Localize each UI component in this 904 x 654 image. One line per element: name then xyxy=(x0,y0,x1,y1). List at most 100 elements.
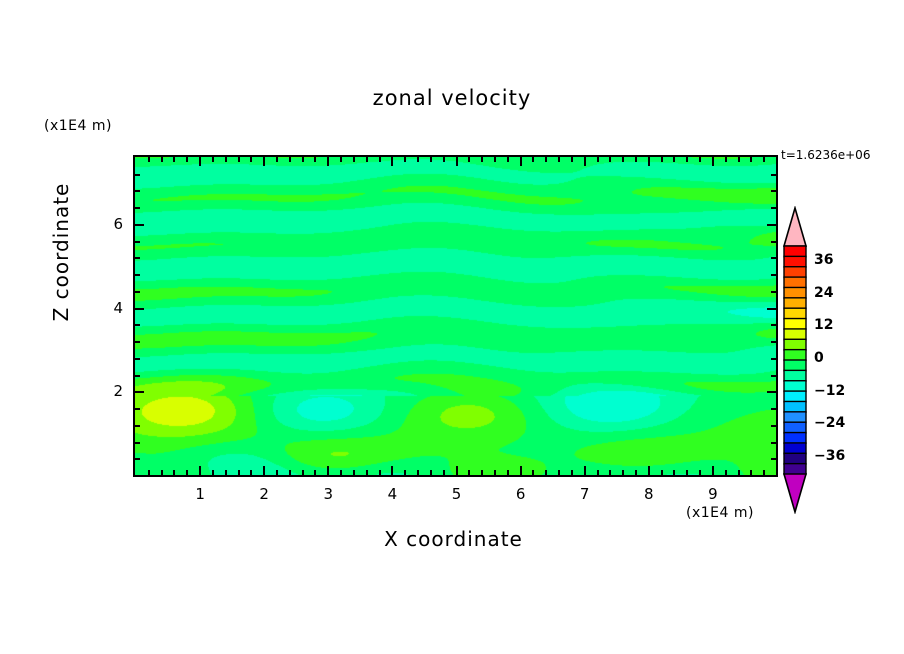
x-minor-tick-top xyxy=(314,157,317,162)
y-minor-tick-right xyxy=(771,357,776,360)
x-minor-tick-top xyxy=(365,157,368,162)
x-minor-tick-top xyxy=(506,157,509,162)
y-minor-tick-right xyxy=(771,458,776,461)
colorbar-segment xyxy=(783,297,807,310)
y-major-tick xyxy=(135,391,144,394)
colorbar-tick-label: −36 xyxy=(814,447,846,464)
y-minor-tick xyxy=(135,341,140,344)
x-minor-tick xyxy=(147,470,150,475)
y-minor-tick xyxy=(135,424,140,427)
x-minor-tick xyxy=(750,470,753,475)
x-tick-label: 3 xyxy=(323,485,334,503)
x-tick-label: 6 xyxy=(515,485,526,503)
x-axis-title: X coordinate xyxy=(384,527,523,551)
x-minor-tick-top xyxy=(545,157,548,162)
x-minor-tick-top xyxy=(763,157,766,162)
colorbar-segment xyxy=(783,380,807,393)
colorbar-segment xyxy=(783,338,807,351)
y-minor-tick xyxy=(135,173,140,176)
x-minor-tick-top xyxy=(378,157,381,162)
colorbar-segment xyxy=(783,317,807,331)
x-tick-label: 1 xyxy=(195,485,205,503)
x-minor-tick xyxy=(634,470,637,475)
x-minor-tick-top xyxy=(173,157,176,162)
x-minor-tick xyxy=(276,470,279,475)
x-major-tick xyxy=(391,466,394,475)
x-tick-label: 8 xyxy=(644,485,654,503)
y-minor-tick-right xyxy=(771,190,776,193)
x-minor-tick xyxy=(288,470,291,475)
x-minor-tick-top xyxy=(429,157,432,162)
contour-field-canvas xyxy=(135,157,776,475)
x-minor-tick-top xyxy=(224,157,227,162)
x-minor-tick xyxy=(609,470,612,475)
y-minor-tick-right xyxy=(771,374,776,377)
colorbar-tick-label: 0 xyxy=(814,350,824,366)
x-minor-tick-top xyxy=(288,157,291,162)
page-title: zonal velocity xyxy=(372,86,532,110)
y-tick-label: 2 xyxy=(113,382,123,401)
x-minor-tick xyxy=(724,470,727,475)
colorbar-tick-label: 24 xyxy=(814,284,834,301)
x-minor-tick xyxy=(429,470,432,475)
colorbar-tick-label: −24 xyxy=(814,415,846,432)
colorbar-segment xyxy=(783,348,807,362)
x-minor-tick-top xyxy=(186,157,189,162)
x-minor-tick-top xyxy=(622,157,625,162)
x-minor-tick-top xyxy=(634,157,637,162)
x-minor-tick xyxy=(660,470,663,475)
x-major-tick-top xyxy=(711,157,714,166)
colorbar-under-arrow xyxy=(782,473,808,514)
x-minor-tick-top xyxy=(417,157,420,162)
x-minor-tick xyxy=(173,470,176,475)
x-major-tick-top xyxy=(455,157,458,166)
y-minor-tick xyxy=(135,190,140,193)
colorbar-segment xyxy=(783,442,807,455)
x-tick-label: 4 xyxy=(387,485,398,503)
colorbar-segment xyxy=(783,255,807,268)
x-minor-tick xyxy=(224,470,227,475)
y-minor-tick xyxy=(135,458,140,461)
x-minor-tick-top xyxy=(340,157,343,162)
colorbar-segment xyxy=(783,266,807,279)
x-minor-tick xyxy=(314,470,317,475)
y-minor-tick-right xyxy=(771,257,776,260)
x-minor-tick xyxy=(570,470,573,475)
x-minor-tick xyxy=(211,470,214,475)
x-minor-tick xyxy=(686,470,689,475)
y-minor-tick-right xyxy=(771,274,776,277)
y-minor-tick-right xyxy=(771,441,776,444)
y-minor-tick xyxy=(135,357,140,360)
x-major-tick xyxy=(647,466,650,475)
x-minor-tick xyxy=(596,470,599,475)
x-major-tick-top xyxy=(199,157,202,166)
colorbar-segment xyxy=(783,411,807,424)
colorbar-tick-label: 36 xyxy=(814,252,834,269)
x-major-tick xyxy=(327,466,330,475)
x-minor-tick xyxy=(622,470,625,475)
x-major-tick-top xyxy=(263,157,266,166)
x-minor-tick-top xyxy=(724,157,727,162)
x-minor-tick xyxy=(340,470,343,475)
colorbar-tick-label: 12 xyxy=(814,317,834,334)
x-minor-tick xyxy=(365,470,368,475)
colorbar-segment xyxy=(783,452,807,465)
x-minor-tick-top xyxy=(250,157,253,162)
x-major-tick-top xyxy=(647,157,650,166)
y-minor-tick-right xyxy=(771,341,776,344)
colorbar-segment xyxy=(783,421,807,434)
x-minor-tick-top xyxy=(609,157,612,162)
x-minor-tick xyxy=(417,470,420,475)
x-major-tick xyxy=(519,466,522,475)
x-minor-tick-top xyxy=(468,157,471,162)
y-minor-tick-right xyxy=(771,207,776,210)
y-tick-label: 4 xyxy=(113,298,123,317)
x-minor-tick xyxy=(160,470,163,475)
x-major-tick xyxy=(199,466,202,475)
colorbar-segment xyxy=(783,369,807,382)
x-minor-tick xyxy=(506,470,509,475)
colorbar-segment xyxy=(783,359,807,372)
time-annotation: t=1.6236e+06 xyxy=(781,148,871,162)
x-minor-tick xyxy=(493,470,496,475)
x-major-tick-top xyxy=(391,157,394,166)
